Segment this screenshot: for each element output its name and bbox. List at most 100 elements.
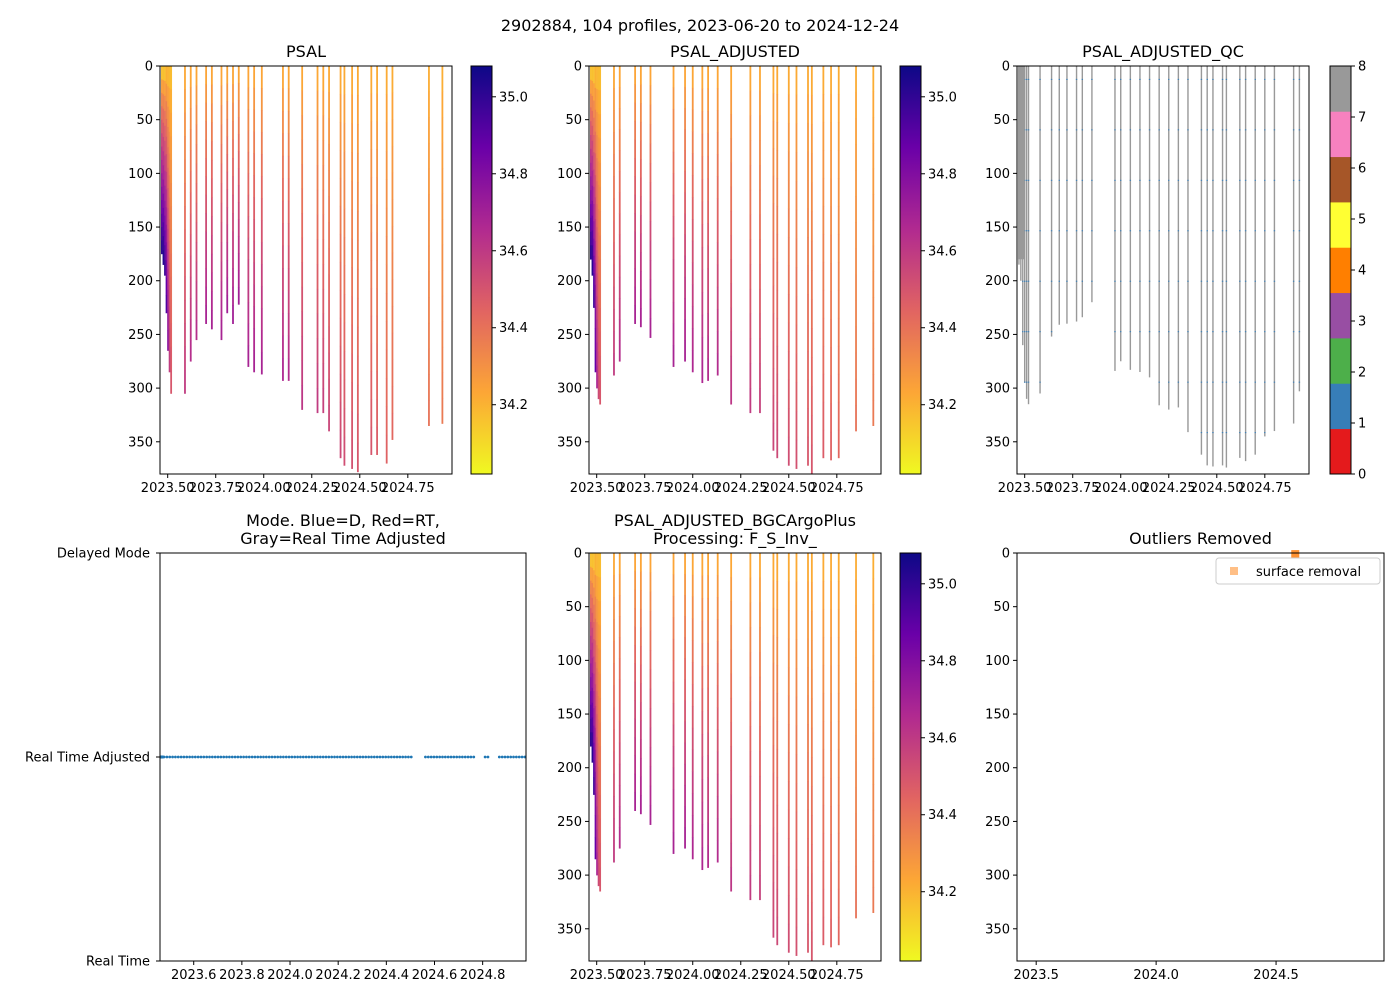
x-tick-label: 2023.6 (171, 968, 217, 983)
profile-segment (170, 112, 173, 137)
profile-segment (593, 204, 595, 222)
profile-segment (613, 685, 615, 708)
qc-flag-mark (1168, 331, 1170, 333)
qc-profile (1254, 66, 1256, 455)
qc-flag-mark (1139, 78, 1141, 80)
profile-segment (162, 94, 165, 109)
profile-segment (613, 597, 615, 620)
profile-segment (287, 290, 290, 314)
profile-segment (672, 832, 675, 854)
profile-segment (759, 676, 761, 702)
qc-flag-mark (1212, 432, 1214, 434)
profile-segment (749, 239, 752, 265)
profile-segment (613, 729, 615, 753)
profile-segment (649, 805, 652, 825)
profile-segment (339, 429, 342, 459)
profile-segment (691, 87, 694, 111)
profile-segment (594, 109, 597, 132)
profile-segment (795, 783, 798, 813)
profile-segment (795, 267, 798, 297)
profile-segment (391, 359, 394, 387)
profile-segment (634, 645, 637, 664)
profile-segment (591, 215, 594, 231)
mode-point (344, 755, 348, 759)
profile-segment (376, 204, 378, 233)
profile-segment (691, 553, 694, 576)
qc-profile (1139, 66, 1141, 372)
profile-segment (168, 219, 171, 242)
profile-segment (376, 149, 378, 178)
profile-segment (316, 140, 319, 166)
profile-segment (210, 310, 213, 330)
mode-point (435, 755, 439, 759)
profile-segment (707, 732, 710, 756)
qc-flag-mark (1292, 230, 1295, 232)
profile-segment (226, 189, 229, 208)
profile-segment (772, 395, 775, 424)
profile-segment (807, 866, 809, 896)
qc-flag-mark (1200, 331, 1203, 333)
profile-segment (759, 701, 761, 727)
profile-segment (634, 286, 637, 306)
profile-segment (759, 239, 761, 265)
profile-segment (247, 194, 250, 217)
profile-segment (716, 597, 719, 620)
profile-segment (749, 553, 752, 579)
profile-segment (189, 340, 192, 362)
profile-segment (287, 358, 290, 381)
colorbar-tick-label: 34.6 (928, 244, 957, 259)
profile-segment (391, 146, 394, 174)
profile-segment (672, 574, 675, 597)
qc-flag-mark (1244, 432, 1247, 434)
profile-segment (232, 194, 234, 214)
profile-segment (787, 408, 790, 438)
qc-flag-mark (1023, 381, 1026, 383)
profile-segment (596, 645, 598, 669)
profile-segment (322, 363, 325, 389)
profile-segment (391, 386, 394, 414)
x-tick-label: 2024.75 (810, 481, 864, 496)
profile-segment (691, 837, 694, 860)
colorbar-band (1330, 338, 1351, 384)
x-tick-label: 2024.00 (237, 481, 291, 496)
profile-segment (749, 313, 752, 339)
profile-segment (162, 222, 165, 237)
profile-segment (787, 237, 790, 267)
profile-segment (716, 176, 719, 199)
profile-segment (872, 220, 875, 247)
qc-flag-mark (1200, 381, 1203, 383)
colorbar-tick-label: 6 (1358, 162, 1366, 177)
qc-flag-mark (1187, 179, 1189, 181)
profile-segment (618, 553, 621, 575)
profile-segment (772, 148, 775, 177)
profile-segment (830, 431, 832, 461)
profile-segment (220, 66, 223, 86)
profile-segment (716, 619, 719, 642)
profile-segment (807, 781, 809, 811)
profile-segment (772, 855, 775, 883)
profile-segment (232, 158, 234, 177)
profile-segment (391, 412, 394, 440)
profile-segment (730, 673, 733, 699)
profile-segment (165, 260, 168, 278)
profile-segment (822, 233, 825, 263)
x-tick-label: 2024.50 (1190, 481, 1244, 496)
profile-segment (716, 751, 719, 775)
profile-segment (376, 288, 378, 317)
profile-segment (591, 95, 594, 112)
profile-segment (691, 596, 694, 619)
qc-flag-mark (1239, 432, 1241, 434)
profile-segment (167, 167, 169, 189)
profile-segment (593, 290, 595, 308)
chart-title: PSAL_ADJUSTED_QC (1082, 42, 1244, 62)
profile-segment (649, 143, 652, 164)
profile-segment (301, 66, 304, 91)
profile-segment (195, 281, 198, 301)
profile-segment (830, 150, 832, 179)
profile-segment (634, 792, 637, 811)
profile-segment (316, 66, 319, 92)
qc-flag-mark (1221, 78, 1224, 80)
x-tick-label: 2024.0 (267, 968, 313, 983)
x-tick-label: 2023.50 (141, 481, 195, 496)
profile-segment (810, 357, 813, 387)
